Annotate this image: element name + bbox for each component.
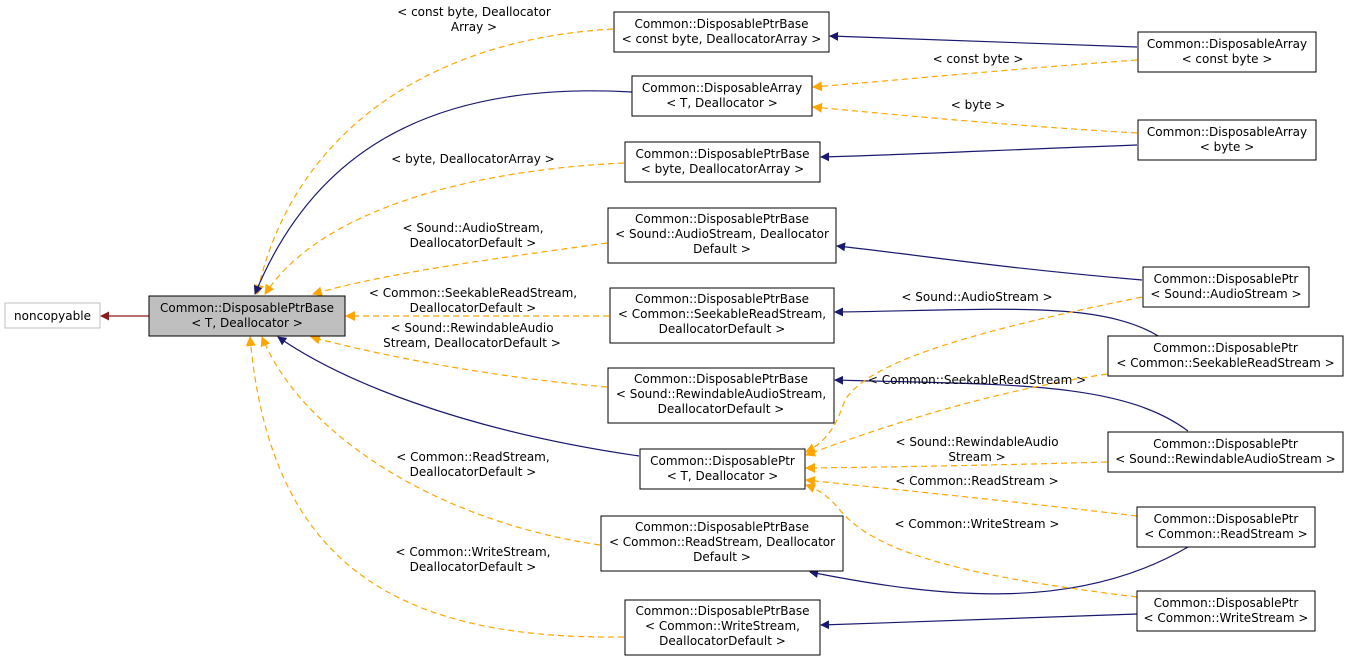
edge-label: < byte, DeallocatorArray >: [391, 152, 554, 166]
edge-tmpl-const-byte: [812, 59, 1138, 92]
svg-text:Common::DisposablePtrBase< con: Common::DisposablePtrBase < const byte, D…: [622, 17, 822, 46]
svg-text:Common::DisposablePtr< Sound::: Common::DisposablePtr < Sound::AudioStrea…: [1150, 272, 1301, 301]
edge-tmpl-byte-dealloc: [264, 162, 625, 295]
edge-inherit-dp-rewindable: [834, 375, 1189, 432]
edge-label: < Common::WriteStream, DeallocatorDefault…: [396, 545, 551, 574]
svg-text:noncopyable: noncopyable: [14, 309, 91, 323]
edge-inherit-dp-read: [809, 546, 1189, 595]
node-dpb-seekable[interactable]: Common::DisposablePtrBase < Common::Seeka…: [609, 287, 835, 344]
node-da-const-byte[interactable]: Common::DisposableArray < const byte >: [1137, 31, 1317, 73]
svg-text:Common::DisposablePtr< Common:: Common::DisposablePtr < Common::WriteStre…: [1144, 596, 1309, 625]
node-da-byte[interactable]: Common::DisposableArray < byte >: [1137, 119, 1317, 161]
nodes: noncopyable Common::DisposablePtrBase < T…: [4, 11, 1344, 656]
node-dpb-read[interactable]: Common::DisposablePtrBase < Common::ReadS…: [600, 515, 844, 572]
edge-label: < Sound::AudioStream, DeallocatorDefault …: [402, 221, 543, 250]
edge-tmpl-byte: [812, 102, 1138, 134]
svg-text:Common::DisposablePtrBase< Com: Common::DisposablePtrBase < Common::ReadS…: [609, 520, 835, 564]
svg-text:Common::DisposablePtrBase< Sou: Common::DisposablePtrBase < Sound::AudioS…: [615, 212, 829, 256]
edge-label: < Sound::RewindableAudio Stream >: [895, 435, 1058, 464]
edge-label: < Common::ReadStream >: [895, 474, 1058, 488]
node-dpb-const-byte[interactable]: Common::DisposablePtrBase < const byte, D…: [613, 11, 830, 53]
svg-text:Common::DisposablePtrBase< Sou: Common::DisposablePtrBase < Sound::Rewind…: [616, 372, 826, 416]
svg-text:Common::DisposableArray< byte: Common::DisposableArray < byte >: [1147, 125, 1307, 154]
svg-text:Common::DisposablePtr< Sound::: Common::DisposablePtr < Sound::Rewindable…: [1115, 437, 1335, 466]
node-dp-rewindable[interactable]: Common::DisposablePtr < Sound::Rewindable…: [1107, 431, 1344, 473]
node-dpb-rewindable[interactable]: Common::DisposablePtrBase < Sound::Rewind…: [607, 367, 835, 424]
edge-inherit-da-const-byte: [829, 31, 1138, 48]
svg-text:Common::DisposablePtrBase< byt: Common::DisposablePtrBase < byte, Dealloc…: [636, 147, 810, 176]
svg-text:Common::DisposablePtrBase< Com: Common::DisposablePtrBase < Common::Write…: [636, 604, 810, 648]
edge-tmpl-read: [805, 475, 1138, 517]
svg-text:Common::DisposablePtrBase< Com: Common::DisposablePtrBase < Common::Seeka…: [618, 292, 826, 336]
edge-label: < Common::ReadStream, DeallocatorDefault …: [396, 450, 549, 479]
edge-tmpl-rewindable-dealloc: [310, 334, 608, 388]
edge-inherit-da-t: [253, 90, 633, 295]
edge-tmpl-read-dealloc: [260, 336, 601, 546]
svg-text:Common::DisposablePtr< T, Deal: Common::DisposablePtr < T, Deallocator >: [650, 454, 795, 483]
edge-tmpl-rewindable: [805, 461, 1108, 473]
node-noncopyable[interactable]: noncopyable: [4, 302, 101, 329]
edge-labels: < const byte, Deallocator Array > < byte,…: [369, 5, 1086, 574]
node-dp-seekable[interactable]: Common::DisposablePtr < Common::SeekableR…: [1107, 335, 1344, 377]
edge-tmpl-write-dealloc: [245, 336, 625, 638]
edge-label: < Common::SeekableReadStream >: [868, 373, 1086, 387]
edge-label: < Common::SeekableReadStream, Deallocator…: [369, 286, 577, 315]
node-dp-write[interactable]: Common::DisposablePtr < Common::WriteStre…: [1136, 590, 1316, 632]
edge-tmpl-audio: [805, 296, 1143, 453]
edge-inherit-dp-t: [277, 336, 640, 457]
edge-label: < byte >: [951, 98, 1006, 112]
edge-inherit-dp-seekable: [834, 307, 1161, 338]
node-dp-audio[interactable]: Common::DisposablePtr < Sound::AudioStrea…: [1142, 266, 1310, 308]
edge-inherit-dp-write: [820, 613, 1138, 630]
edge-tmpl-audio-dealloc: [312, 242, 608, 297]
node-dpb-byte[interactable]: Common::DisposablePtrBase < byte, Dealloc…: [624, 141, 821, 183]
edge-inherit-dp-audio: [836, 242, 1143, 281]
node-dpb-write[interactable]: Common::DisposablePtrBase < Common::Write…: [624, 599, 821, 656]
node-dpb-audio[interactable]: Common::DisposablePtrBase < Sound::AudioS…: [607, 207, 837, 264]
svg-text:Common::DisposablePtr< Common:: Common::DisposablePtr < Common::ReadStrea…: [1144, 512, 1307, 541]
edges: [100, 28, 1189, 638]
svg-text:Common::DisposableArray< T, De: Common::DisposableArray < T, Deallocator …: [642, 81, 802, 110]
svg-text:Common::DisposablePtr< Common:: Common::DisposablePtr < Common::SeekableR…: [1116, 341, 1334, 370]
edge-inherit-da-byte: [820, 144, 1138, 162]
edge-label: < const byte, Deallocator Array >: [397, 5, 551, 34]
node-dp-t[interactable]: Common::DisposablePtr < T, Deallocator >: [639, 448, 806, 490]
edge-label: < Sound::RewindableAudio Stream, Dealloca…: [383, 321, 561, 350]
svg-text:Common::DisposableArray< const: Common::DisposableArray < const byte >: [1147, 37, 1307, 66]
edge-label: < const byte >: [933, 52, 1024, 66]
node-disposable-ptr-base-t[interactable]: Common::DisposablePtrBase < T, Deallocato…: [148, 295, 346, 337]
edge-tmpl-const-byte-dealloc: [254, 28, 614, 295]
edge-label: < Sound::AudioStream >: [901, 290, 1052, 304]
svg-text:Common::DisposablePtrBase< T,: Common::DisposablePtrBase < T, Deallocato…: [160, 301, 334, 330]
edge-label: < Common::WriteStream >: [895, 517, 1060, 531]
node-da-t[interactable]: Common::DisposableArray < T, Deallocator …: [631, 75, 813, 117]
edge-tmpl-seekable: [805, 373, 1108, 457]
node-dp-read[interactable]: Common::DisposablePtr < Common::ReadStrea…: [1136, 506, 1316, 548]
